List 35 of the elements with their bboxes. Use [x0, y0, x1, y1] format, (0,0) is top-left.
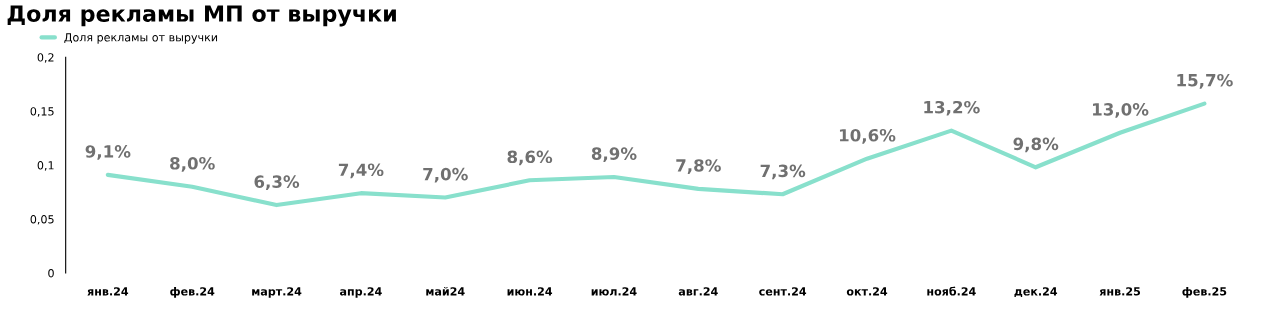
- x-tick-label: март.24: [252, 287, 302, 298]
- x-tick-label: фев.24: [170, 286, 215, 298]
- y-tick-label: 0,05: [30, 215, 54, 225]
- data-label: 8,0%: [170, 156, 215, 172]
- x-tick-label: июл.24: [591, 287, 637, 296]
- x-tick-label: май24: [426, 286, 465, 296]
- x-tick-label: апр.24: [339, 287, 382, 298]
- x-tick-label: июн.24: [507, 287, 553, 296]
- y-tick-label: 0,2: [37, 53, 54, 63]
- x-tick-label: янв.25: [1099, 287, 1141, 296]
- data-label: 7,4%: [338, 163, 384, 179]
- y-tick-label: 0,15: [30, 107, 54, 117]
- x-tick-label: сент.24: [759, 287, 807, 296]
- x-tick-label: нояб.24: [927, 286, 976, 296]
- data-label: 7,8%: [676, 159, 721, 174]
- legend-label: Доля рекламы от выручки: [64, 33, 218, 44]
- data-label: 13,0%: [1093, 103, 1149, 118]
- chart-title: Доля рекламы МП от выручки: [7, 5, 396, 27]
- x-tick-label: авг.24: [678, 287, 718, 296]
- data-label: 15,7%: [1177, 73, 1233, 89]
- data-label: 13,2%: [924, 100, 980, 116]
- data-label: 9,1%: [85, 145, 131, 160]
- x-tick-label: фев.25: [1182, 286, 1227, 298]
- data-label: 6,3%: [254, 175, 300, 191]
- data-label: 7,0%: [423, 167, 468, 183]
- y-tick-label: 0,1: [37, 161, 54, 171]
- x-tick-label: окт.24: [846, 287, 888, 296]
- data-label: 10,6%: [839, 128, 896, 144]
- data-label: 8,6%: [507, 150, 553, 166]
- data-label: 8,9%: [591, 147, 637, 163]
- data-label: 7,3%: [760, 164, 806, 180]
- x-tick-label: дек.24: [1014, 287, 1058, 297]
- y-tick-label: 0: [48, 269, 54, 278]
- x-tick-label: янв.24: [87, 287, 129, 296]
- data-label: 9,8%: [1013, 137, 1059, 153]
